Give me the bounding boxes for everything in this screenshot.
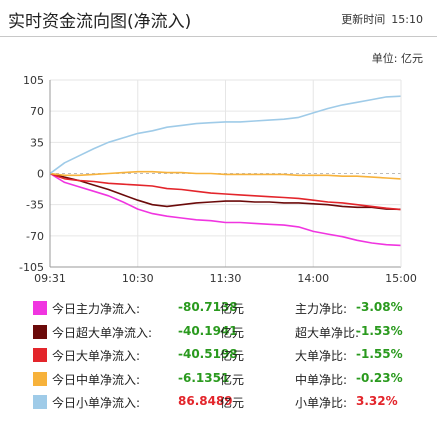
legend-swatch	[33, 348, 47, 362]
legend-row: 今日大单净流入: -40.5198 亿元 大单净比: -1.55%	[0, 345, 437, 367]
legend-swatch	[33, 371, 47, 386]
legend-row: 今日中单净流入: -6.1351 亿元 中单净比: -0.23%	[0, 369, 437, 391]
legend-unit: 亿元	[220, 349, 245, 363]
legend-value: -6.1351	[178, 370, 230, 385]
legend-name: 今日主力净流入:	[52, 302, 141, 316]
x-tick-label: 09:31	[34, 272, 66, 285]
legend-swatch	[33, 324, 47, 339]
legend-name: 今日中单净流入:	[52, 372, 141, 387]
legend-ratio-label: 中单净比:	[295, 372, 348, 387]
series-line-2	[49, 172, 402, 211]
legend-row: 今日主力净流入: -80.7138 亿元 主力净比: -3.08%	[0, 298, 437, 320]
legend-ratio: -1.55%	[356, 347, 403, 361]
y-tick-label: -105	[19, 261, 44, 274]
chart-title: 实时资金流向图(净流入)	[8, 12, 192, 32]
x-tick-label: 14:00	[297, 272, 329, 285]
series-layer	[49, 95, 402, 247]
y-tick-label: -35	[26, 199, 44, 212]
legend-row: 今日小单净流入: 86.8489 亿元 小单净比: 3.32%	[0, 392, 437, 414]
legend-ratio-label: 超大单净比:	[295, 325, 360, 340]
legend-name: 今日小单净流入:	[52, 396, 141, 410]
legend-swatch	[33, 301, 47, 315]
unit-label: 单位: 亿元	[371, 52, 423, 65]
legend-name: 今日超大单净流入:	[52, 325, 153, 340]
legend-name: 今日大单净流入:	[52, 349, 141, 363]
legend-ratio: -3.08%	[356, 300, 403, 314]
legend-value: -40.1941	[178, 323, 238, 338]
update-time-label: 更新时间	[341, 13, 386, 26]
series-line-5	[49, 95, 402, 175]
legend-unit: 亿元	[220, 396, 245, 410]
series-line-4	[49, 170, 402, 180]
legend-unit: 亿元	[220, 372, 245, 387]
x-tick-label: 15:00	[385, 272, 417, 285]
legend-value: -40.5198	[178, 347, 238, 361]
update-time-block: 更新时间 15:10	[341, 11, 423, 27]
legend-ratio: -0.23%	[356, 370, 403, 385]
update-time-value: 15:10	[391, 13, 423, 26]
y-tick-label: -70	[26, 230, 44, 243]
legend-unit: 亿元	[220, 325, 245, 340]
header-divider	[0, 36, 437, 37]
x-tick-label: 11:30	[210, 272, 242, 285]
y-tick-label: 0	[37, 168, 44, 181]
legend-ratio-label: 大单净比:	[295, 349, 348, 363]
legend-ratio: -1.53%	[356, 323, 403, 338]
y-tick-label: 105	[23, 74, 44, 87]
legend-swatch	[33, 395, 47, 409]
series-line-3	[49, 172, 402, 211]
legend-ratio-label: 小单净比:	[295, 396, 348, 410]
chart-header: 实时资金流向图(净流入) 更新时间 15:10	[0, 0, 437, 35]
legend-value: -80.7138	[178, 300, 238, 314]
y-tick-label: 70	[30, 105, 44, 118]
legend-unit: 亿元	[220, 302, 245, 316]
legend-value: 86.8489	[178, 394, 233, 408]
series-line-1	[49, 172, 402, 247]
x-tick-label: 10:30	[122, 272, 154, 285]
legend-row: 今日超大单净流入: -40.1941 亿元 超大单净比: -1.53%	[0, 322, 437, 344]
legend-ratio-label: 主力净比:	[295, 302, 348, 316]
y-tick-label: 35	[30, 136, 44, 149]
legend-ratio: 3.32%	[356, 394, 398, 408]
